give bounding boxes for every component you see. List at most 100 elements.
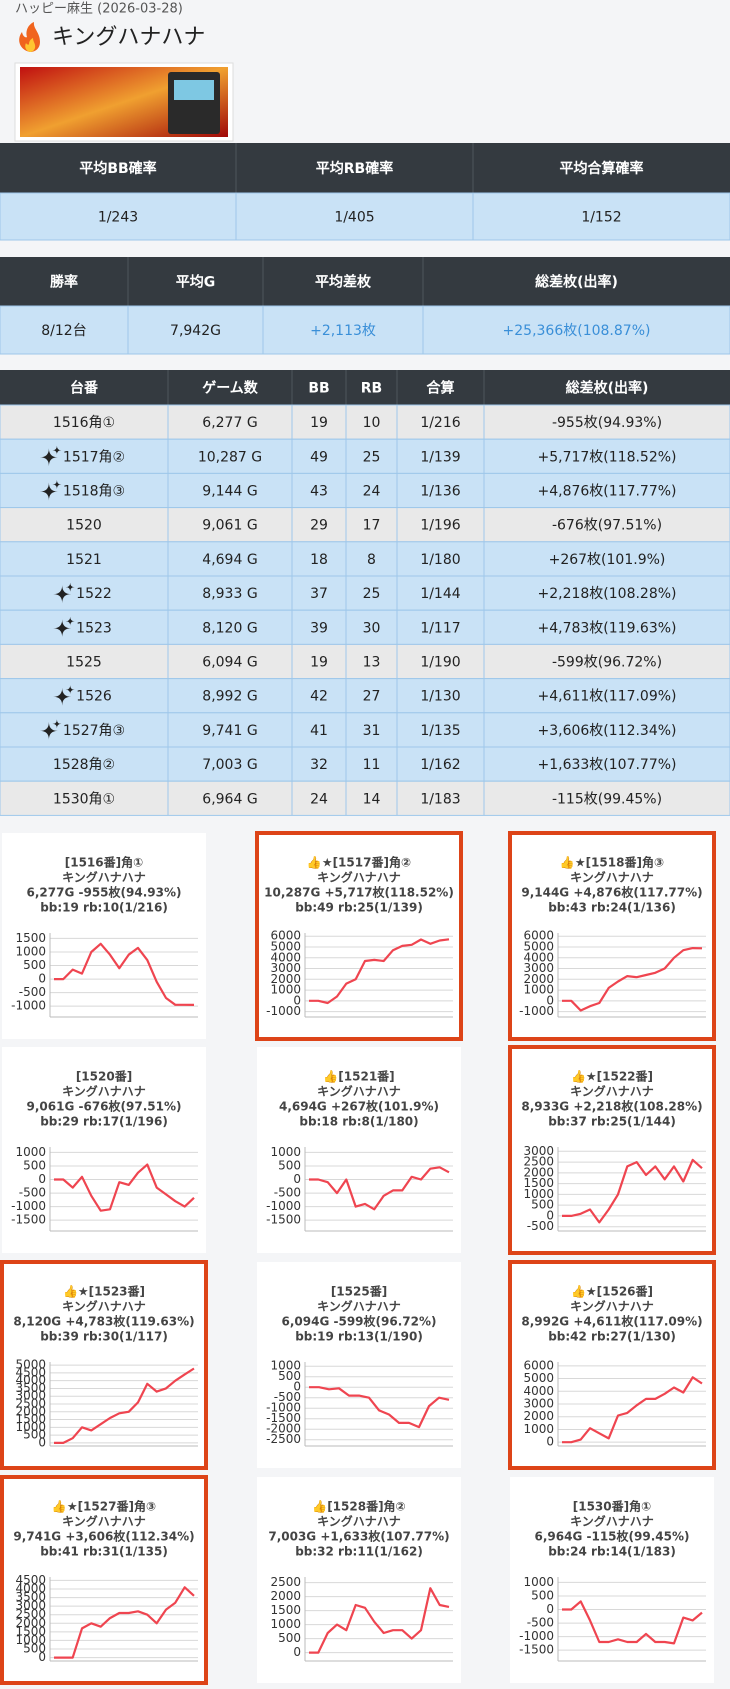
card-subtitle: キングハナハナ (570, 1514, 654, 1529)
y-tick-label: 4500 (15, 1573, 46, 1587)
table-cell: 7,003 G (202, 757, 257, 773)
table-cell: 39 (310, 620, 328, 636)
table-row (0, 472, 730, 509)
y-tick-label: -1500 (266, 1411, 301, 1425)
table-row (0, 305, 730, 355)
card-detail: bb:49 rb:25(1/139) (295, 901, 423, 915)
card-title: [1516番]角① (65, 855, 144, 870)
thumbnail-screen (174, 80, 214, 100)
card-stats: 6,277G -955枚(94.93%) (27, 885, 182, 900)
page-title: キングハナハナ (52, 25, 205, 50)
table-cell: 11 (363, 757, 381, 773)
card-subtitle: キングハナハナ (570, 1084, 654, 1099)
table-cell: 1516角① (53, 415, 115, 431)
column-header: RB (361, 381, 382, 397)
card-stats: 8,120G +4,783枚(119.63%) (13, 1314, 194, 1329)
y-tick-label: 2000 (270, 972, 301, 986)
fire-icon-core (25, 38, 36, 52)
table-cell: 6,094 G (202, 655, 257, 671)
data-line (309, 938, 450, 1005)
data-line (562, 1158, 703, 1224)
table-cell: 1/183 (420, 791, 460, 807)
card (510, 1477, 714, 1683)
table-cell: 24 (363, 484, 381, 500)
table-cell: 19 (310, 655, 328, 671)
y-tick-label: -1000 (266, 1199, 301, 1213)
card-detail: bb:43 rb:24(1/136) (548, 901, 676, 915)
y-tick-label: -1000 (266, 1004, 301, 1018)
y-tick-label: 4000 (270, 950, 301, 964)
table-cell: 37 (310, 586, 328, 602)
card-stats: 8,933G +2,218枚(108.28%) (521, 1099, 702, 1114)
card-stats: 8,992G +4,611枚(117.09%) (521, 1314, 702, 1329)
card-subtitle: キングハナハナ (62, 1514, 146, 1529)
table-cell: -115枚(99.45%) (552, 791, 662, 807)
table-cell: 32 (310, 757, 328, 773)
y-tick-label: 4000 (523, 1384, 554, 1398)
y-tick-label: 1000 (270, 983, 301, 997)
y-tick-label: 1000 (270, 1359, 301, 1373)
card-subtitle: キングハナハナ (62, 1084, 146, 1099)
y-tick-label: -500 (527, 1616, 554, 1630)
card-highlighted (508, 1045, 716, 1255)
table-cell: 8,120 G (202, 620, 257, 636)
card-stats: 6,964G -115枚(99.45%) (535, 1529, 690, 1544)
table-cell: 1528角② (53, 757, 115, 773)
y-tick-label: 2500 (15, 1397, 46, 1411)
data-line (54, 1586, 195, 1659)
card-subtitle: キングハナハナ (317, 1084, 401, 1099)
y-tick-label: 2500 (15, 1607, 46, 1621)
table-row (0, 192, 730, 241)
table-cell: 1/144 (420, 586, 460, 602)
data-line (54, 942, 195, 1006)
card-detail: bb:24 rb:14(1/183) (548, 1545, 676, 1559)
table-cell: 1520 (66, 518, 102, 534)
table-row (0, 575, 730, 611)
y-tick-label: -1000 (11, 999, 46, 1013)
table-cell: 8 (367, 552, 376, 568)
data-line (309, 1166, 450, 1211)
table-cell: 1523 (76, 620, 112, 636)
y-tick-label: 1500 (523, 1176, 554, 1190)
card-detail: bb:32 rb:11(1/162) (295, 1545, 423, 1559)
y-tick-label: -500 (19, 1186, 46, 1200)
table-cell: -955枚(94.93%) (552, 415, 662, 431)
table-cell: 1522 (76, 586, 112, 602)
table-cell: 30 (363, 620, 381, 636)
card-stats: 10,287G +5,717枚(118.52%) (264, 885, 454, 900)
card-stats: 7,003G +1,633枚(107.77%) (268, 1529, 449, 1544)
y-tick-label: -2000 (266, 1422, 301, 1436)
sparkle-icon (39, 719, 62, 740)
card-title: 👍[1521番] (323, 1069, 394, 1084)
y-tick-label: -2500 (266, 1432, 301, 1446)
card-detail: bb:42 rb:27(1/130) (548, 1330, 676, 1344)
y-tick-label: 3000 (523, 961, 554, 975)
y-tick-label: 0 (38, 972, 46, 986)
card-detail: bb:19 rb:13(1/190) (295, 1330, 423, 1344)
table-cell: 1/243 (98, 210, 138, 226)
y-tick-label: 1500 (270, 1603, 301, 1617)
card-subtitle: キングハナハナ (317, 1514, 401, 1529)
table-cell: 1/190 (420, 655, 460, 671)
card-subtitle: キングハナハナ (317, 1299, 401, 1314)
column-header: 平均差枚 (315, 274, 372, 291)
table-row (0, 438, 730, 474)
y-tick-label: 1000 (523, 1575, 554, 1589)
table-cell: 1518角③ (63, 484, 125, 500)
card-detail: bb:18 rb:8(1/180) (299, 1115, 418, 1129)
table-cell: +5,717枚(118.52%) (537, 449, 676, 465)
table-cell: 41 (310, 723, 328, 739)
table-cell: 8/12台 (41, 323, 86, 339)
table-cell: 1/139 (420, 449, 460, 465)
table-cell: 1/135 (420, 723, 460, 739)
y-tick-label: 1500 (15, 931, 46, 945)
y-tick-label: 6000 (523, 1358, 554, 1372)
card-subtitle: キングハナハナ (570, 1299, 654, 1314)
y-tick-label: 2000 (523, 1165, 554, 1179)
column-header: 台番 (70, 380, 99, 397)
card-detail: bb:29 rb:17(1/196) (40, 1115, 168, 1129)
table-row (0, 643, 730, 680)
y-tick-label: 5000 (523, 1371, 554, 1385)
card-subtitle: キングハナハナ (570, 870, 654, 885)
y-tick-label: 0 (546, 1435, 554, 1449)
